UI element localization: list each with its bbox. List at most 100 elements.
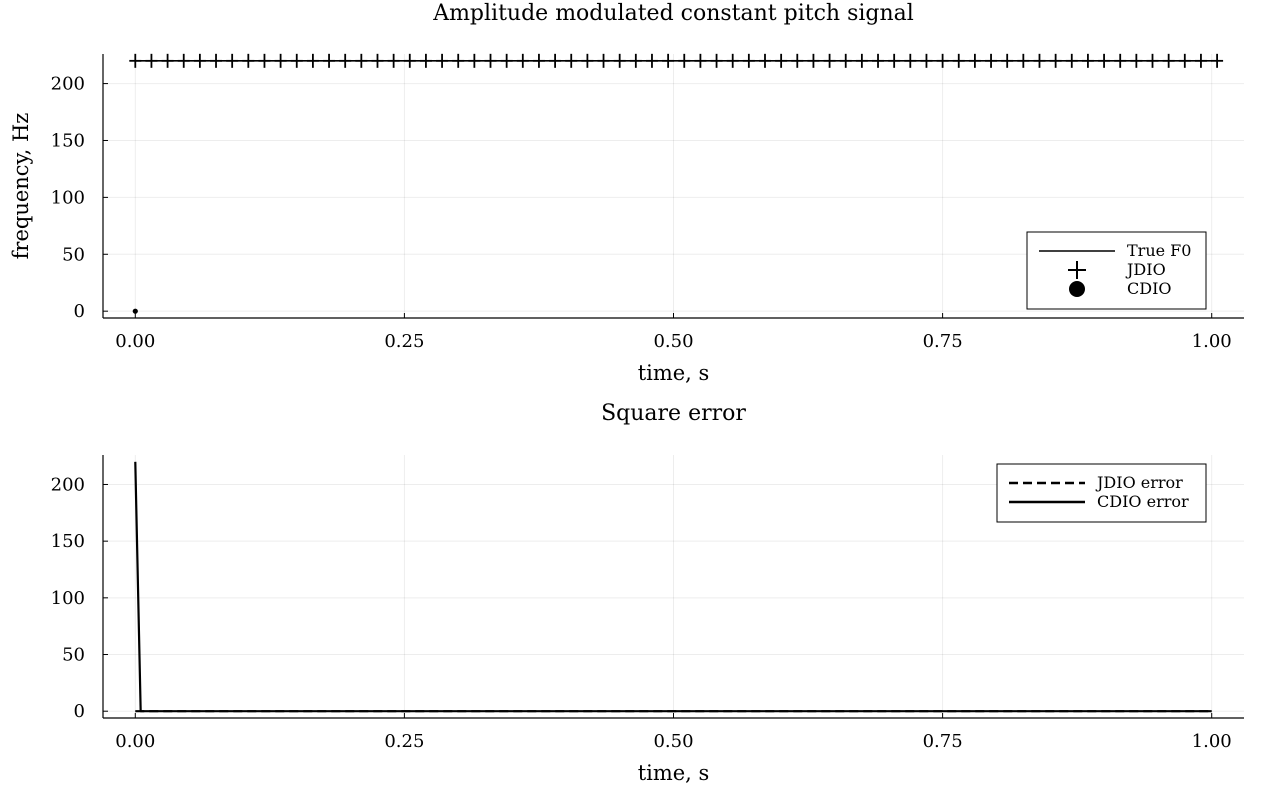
series-jdio-point (1033, 53, 1046, 68)
x-tick-label: 0.50 (653, 331, 693, 352)
series-jdio-point (1194, 53, 1207, 68)
x-axis-label: time, s (638, 761, 710, 785)
series-jdio-point (807, 53, 820, 68)
series-jdio-point (436, 53, 449, 68)
series-jdio-point (1114, 53, 1127, 68)
legend-symbol-circle (1069, 281, 1085, 297)
series-jdio-point (629, 53, 642, 68)
series-jdio-point (662, 53, 675, 68)
series-cdio-error-line (134, 461, 1212, 713)
series-jdio-point (597, 53, 610, 68)
series-jdio-point (872, 53, 885, 68)
series-jdio-point (1211, 53, 1224, 68)
y-tick-label: 200 (51, 474, 85, 495)
legend-label: JDIO (1125, 260, 1166, 279)
series-jdio-point (968, 53, 981, 68)
x-tick-label: 0.75 (923, 731, 963, 752)
series-jdio-point (581, 53, 594, 68)
legend-label: CDIO (1127, 279, 1172, 298)
series-jdio-point (1049, 53, 1062, 68)
series-jdio-point (1146, 53, 1159, 68)
chart-title: Amplitude modulated constant pitch signa… (432, 1, 914, 26)
y-tick-label: 150 (51, 531, 85, 552)
series-jdio-point (258, 53, 271, 68)
chart-panel-1: Amplitude modulated constant pitch signa… (9, 1, 1244, 385)
legend-box (996, 463, 1207, 523)
legend-label: True F0 (1127, 241, 1191, 260)
legend-entry-cdio-error: CDIO error (1009, 492, 1189, 511)
series-jdio-point (193, 53, 206, 68)
series-jdio-point (888, 53, 901, 68)
series-jdio-point (339, 53, 352, 68)
series-jdio-point (387, 53, 400, 68)
series-jdio-point (775, 53, 788, 68)
series-jdio-point (904, 53, 917, 68)
series-jdio-point (484, 53, 497, 68)
series-jdio-point (468, 53, 481, 68)
series-jdio-point (242, 53, 255, 68)
series-jdio-point (726, 53, 739, 68)
series-jdio-point (758, 53, 771, 68)
x-tick-label: 1.00 (1192, 331, 1232, 352)
series-jdio-point (1001, 53, 1014, 68)
series-jdio-point (694, 53, 707, 68)
y-tick-label: 50 (62, 645, 85, 666)
series-jdio-point (710, 53, 723, 68)
series-jdio-point (742, 53, 755, 68)
chart-title: Square error (601, 401, 746, 426)
series-jdio-point (532, 53, 545, 68)
y-tick-label: 0 (74, 701, 85, 722)
series-jdio-point (371, 53, 384, 68)
legend-entry-jdio-error: JDIO error (1009, 473, 1183, 492)
x-tick-label: 0.25 (384, 331, 424, 352)
series-jdio-point (985, 53, 998, 68)
series-jdio-point (1162, 53, 1175, 68)
series-jdio-point (500, 53, 513, 68)
y-tick-label: 0 (74, 301, 85, 322)
series-jdio-point (855, 53, 868, 68)
series-jdio-point (839, 53, 852, 68)
y-tick-label: 50 (62, 244, 85, 265)
chart-panel-2: Square error 0.00 0.25 0.50 0.75 1.00 0 50 100 15… (51, 401, 1244, 785)
legend-entry-jdio: JDIO (1068, 260, 1166, 279)
x-axis-label: time, s (638, 361, 710, 385)
series-cdio-point (132, 308, 138, 314)
series-jdio-point (1017, 53, 1030, 68)
y-tick-label: 100 (51, 187, 85, 208)
series-jdio-point (565, 53, 578, 68)
x-tick-label: 0.00 (115, 331, 155, 352)
legend-label: CDIO error (1097, 492, 1189, 511)
series-jdio-point (613, 53, 626, 68)
series-jdio-point (645, 53, 658, 68)
legend-entry-cdio: CDIO (1069, 279, 1172, 298)
series-jdio-point (419, 53, 432, 68)
series-jdio-point (791, 53, 804, 68)
series-jdio-point (936, 53, 949, 68)
series-jdio-point (920, 53, 933, 68)
series-jdio-point (226, 53, 239, 68)
series-jdio-point (403, 53, 416, 68)
series-jdio-point (290, 53, 303, 68)
x-tick-label: 0.25 (384, 731, 424, 752)
series-jdio-point (516, 53, 529, 68)
y-axis-label: frequency, Hz (9, 113, 33, 260)
series-jdio-point (177, 53, 190, 68)
legend-box (1026, 231, 1207, 310)
series-jdio-point (145, 53, 158, 68)
legend-label: JDIO error (1095, 473, 1183, 492)
series-jdio-point (1178, 53, 1191, 68)
x-tick-label: 0.50 (653, 731, 693, 752)
y-tick-label: 100 (51, 588, 85, 609)
series-jdio-point (161, 53, 174, 68)
series-jdio-point (549, 53, 562, 68)
series-jdio-point (452, 53, 465, 68)
x-tick-label: 0.00 (115, 731, 155, 752)
series-jdio-point (1098, 53, 1111, 68)
series-jdio-point (1065, 53, 1078, 68)
series-jdio-point (1130, 53, 1143, 68)
series-jdio-point (1081, 53, 1094, 68)
